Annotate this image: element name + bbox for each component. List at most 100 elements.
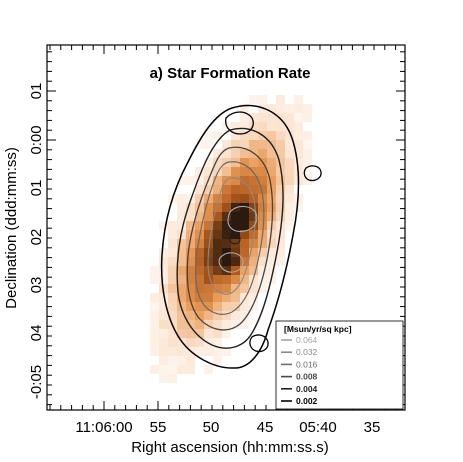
heatmap-cell (267, 176, 276, 185)
heatmap-cell (285, 149, 294, 158)
heatmap-cell (240, 275, 249, 284)
heatmap-cell (285, 158, 294, 167)
legend-label: 0.016 (296, 359, 318, 369)
heatmap-cell (159, 311, 168, 320)
heatmap-cell (231, 311, 240, 320)
y-tick-label: 01 (28, 83, 45, 100)
heatmap-cell (285, 221, 294, 230)
heatmap-cell (222, 239, 231, 248)
heatmap-cell (249, 140, 258, 149)
heatmap-cell (294, 149, 303, 158)
heatmap-cell (204, 140, 213, 149)
heatmap-cell (150, 275, 159, 284)
contour-0.016 (195, 161, 265, 315)
legend-label: 0.008 (296, 372, 318, 382)
heatmap-cell (204, 167, 213, 176)
heatmap-cell (186, 356, 195, 365)
heatmap-cell (204, 158, 213, 167)
heatmap-cell (213, 221, 222, 230)
heatmap-cell (240, 167, 249, 176)
heatmap-cell (231, 266, 240, 275)
heatmap-cell (258, 248, 267, 257)
heatmap-cell (267, 104, 276, 113)
heatmap-cell (204, 203, 213, 212)
heatmap-cell (267, 194, 276, 203)
heatmap-cell (276, 185, 285, 194)
heatmap-cell (240, 113, 249, 122)
heatmap-cell (177, 365, 186, 374)
legend-item: 0.064 (281, 335, 318, 345)
heatmap-cell (285, 176, 294, 185)
heatmap-cell (294, 131, 303, 140)
heatmap-cell (204, 329, 213, 338)
heatmap-cell (249, 167, 258, 176)
heatmap-cell (195, 275, 204, 284)
heatmap-cell (240, 203, 249, 212)
heatmap-cell (222, 320, 231, 329)
contour-island-3 (249, 334, 269, 353)
heatmap-cell (222, 230, 231, 239)
contour-island-1 (225, 111, 254, 135)
heatmap-cell (186, 248, 195, 257)
heatmap-cell (285, 104, 294, 113)
heatmap-cell (240, 248, 249, 257)
heatmap-cell (249, 212, 258, 221)
heatmap-cell (249, 95, 258, 104)
heatmap-cell (240, 176, 249, 185)
heatmap-cell (195, 311, 204, 320)
heatmap-cell (186, 338, 195, 347)
heatmap-cell (258, 239, 267, 248)
heatmap-cell (240, 257, 249, 266)
heatmap-cell (204, 230, 213, 239)
heatmap-cell (195, 338, 204, 347)
heatmap-cell (177, 311, 186, 320)
heatmap-cell (177, 347, 186, 356)
heatmap-cell (150, 347, 159, 356)
heatmap-cell (186, 212, 195, 221)
contour-0.032 (207, 177, 256, 295)
y-tick-label: 0:00 (28, 125, 45, 154)
heatmap-cell (231, 149, 240, 158)
x-tick-label: 55 (150, 419, 167, 436)
heatmap-cell (204, 212, 213, 221)
heatmap-cell (213, 212, 222, 221)
heatmap-cell (177, 293, 186, 302)
heatmap-cell (186, 239, 195, 248)
heatmap-cell (204, 284, 213, 293)
heatmap-cell (276, 104, 285, 113)
legend-box (275, 320, 404, 410)
heatmap-cell (285, 140, 294, 149)
contour-island-4 (229, 233, 241, 245)
heatmap-cell (204, 311, 213, 320)
heatmap-cell (177, 212, 186, 221)
legend-items: 0.064 0.032 0.016 0.008 0.004 0.002 (281, 335, 318, 406)
heatmap-cell (177, 320, 186, 329)
heatmap-cell (267, 158, 276, 167)
heatmap-cell (204, 293, 213, 302)
heatmap-cell (294, 95, 303, 104)
heatmap-cell (276, 140, 285, 149)
heatmap-cell (249, 302, 258, 311)
heatmap-cell (222, 167, 231, 176)
heatmap-cell (231, 140, 240, 149)
heatmap-cell (276, 176, 285, 185)
heatmap-cell (231, 212, 240, 221)
x-tick-label: 50 (203, 419, 220, 436)
heatmap-cell (159, 338, 168, 347)
heatmap-cell (186, 320, 195, 329)
heatmap-cell (240, 149, 249, 158)
heatmap-cell (213, 239, 222, 248)
heatmap-cell (231, 293, 240, 302)
heatmap-cell (240, 284, 249, 293)
heatmap-cell (258, 122, 267, 131)
heatmap-cell (213, 320, 222, 329)
heatmap-cell (258, 95, 267, 104)
heatmap-cell (213, 338, 222, 347)
heatmap-cell (168, 365, 177, 374)
heatmap-cell (285, 113, 294, 122)
heatmap-cell (258, 149, 267, 158)
legend-item: 0.016 (281, 359, 318, 369)
heatmap-cell (258, 266, 267, 275)
heatmap-cell (249, 230, 258, 239)
